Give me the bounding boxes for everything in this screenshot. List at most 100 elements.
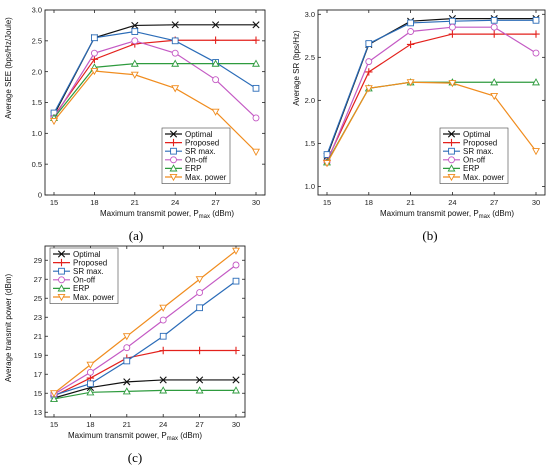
legend-marker-max-power [447,173,456,182]
legend-marker-proposed [169,138,178,147]
data-point-on-off [490,23,498,31]
data-point-max-power [490,92,499,101]
legend-marker-max-power [169,173,178,182]
series-max-power [50,68,260,156]
legend-label-erp: ERP [185,164,201,173]
data-point-on-off [365,58,373,66]
legend-label-on-off: On-off [73,276,96,285]
chart-c-xlabel: Maximum transmit power, Pmax (dBm) [68,431,202,442]
series-line-proposed [53,39,256,117]
legend-label-erp: ERP [463,164,479,173]
legend-label-optimal: Optimal [73,250,101,259]
legend-label-on-off: On-off [463,156,486,165]
legend-marker-optimal [447,130,456,138]
data-point-proposed [448,30,457,38]
chart-b-xlabel: Maximum transmit power, Pmax (dBm) [380,209,514,220]
series-line-optimal [53,379,236,399]
legend-marker-erp [57,284,66,292]
plot-frame [44,245,246,418]
data-point-proposed [195,346,204,355]
x-tick-label: 24 [171,198,179,207]
data-point-proposed [211,36,220,44]
data-point-max-power [122,333,131,341]
data-point-sr-max [91,34,98,42]
data-point-optimal [131,21,139,30]
plot-frame [44,9,266,196]
data-point-sr-max [87,380,94,388]
legend-marker-sr-max [448,147,455,155]
data-point-erp [130,59,139,67]
data-point-sr-max [532,16,540,24]
data-point-optimal [252,21,260,29]
data-point-sr-max [171,37,179,45]
data-point-sr-max [196,304,203,312]
chart-b-caption: (b) [422,228,437,243]
series-line-max-power [326,81,537,164]
series-line-on-off [326,26,537,163]
data-point-proposed [365,68,373,76]
legend-marker-proposed [57,258,66,267]
y-tick-label: 21 [34,332,42,341]
data-point-erp [252,59,260,67]
y-tick-label: 1.5 [32,98,42,107]
y-tick-label: 3.0 [305,10,315,19]
legend-label-sr-max: SR max. [73,267,104,276]
y-tick-label: 0 [38,191,42,200]
data-point-sr-max [159,332,167,340]
data-point-sr-max [490,16,498,24]
series-max-power [323,79,540,168]
legend-label-optimal: Optimal [463,130,491,139]
series-line-on-off [53,40,257,119]
legend-marker-optimal [57,250,66,258]
data-point-sr-max [365,40,373,47]
data-point-on-off [131,37,139,45]
legend-marker-sr-max [170,147,177,155]
data-point-max-power [252,148,260,156]
data-point-on-off [212,76,220,84]
plot-frame [317,9,546,196]
legend-marker-on-off [448,156,455,164]
series-erp [50,59,260,121]
data-point-on-off [171,49,179,57]
data-point-erp [159,386,168,394]
x-tick-label: 24 [448,198,456,207]
y-tick-label: 2.0 [32,67,42,76]
data-point-on-off [407,28,415,35]
series-line-sr-max [326,19,536,155]
y-tick-label: 1.0 [32,129,42,138]
legend-marker-max-power [57,293,66,302]
legend-label-sr-max: SR max. [185,147,216,156]
data-point-sr-max [131,28,139,35]
chart-c-caption: (c) [128,450,142,465]
data-point-on-off [448,23,456,31]
data-point-max-power [90,68,99,76]
data-point-on-off [532,49,540,57]
series-line-sr-max [53,280,237,396]
x-tick-label: 21 [123,420,131,429]
legend-label-on-off: On-off [185,156,208,165]
data-point-max-power [211,108,220,116]
legend-marker-proposed [447,138,456,147]
x-tick-label: 18 [90,198,98,207]
chart-b-axes: 1.0 1.5 2.0 2.5 3.0 15 18 21 24 27 30 OptimalPropos… [305,9,546,207]
series-sr-max [323,16,540,158]
x-tick-label: 30 [232,420,240,429]
chart-a-axes: 0 0.5 1.0 1.5 2.0 2.5 3.0 15 18 21 24 27 30 OptimalPr… [32,6,266,207]
series-line-max-power [53,250,237,394]
legend-marker-sr-max [58,267,65,275]
chart-b: 1.0 1.5 2.0 2.5 3.0 15 18 21 24 27 30 OptimalPropos… [292,9,546,243]
legend-label-max-power: Max. power [463,173,505,182]
data-point-erp [86,388,95,396]
data-point-erp [122,387,131,395]
x-tick-label: 27 [211,198,219,207]
legend-marker-erp [169,164,178,172]
data-point-max-power [50,390,58,398]
data-point-optimal [123,378,131,386]
y-tick-label: 23 [34,313,42,322]
x-tick-label: 21 [406,198,414,207]
legend-marker-optimal [169,130,178,138]
data-point-on-off [196,289,204,296]
data-point-erp [195,386,204,394]
legend-marker-on-off [58,276,65,284]
